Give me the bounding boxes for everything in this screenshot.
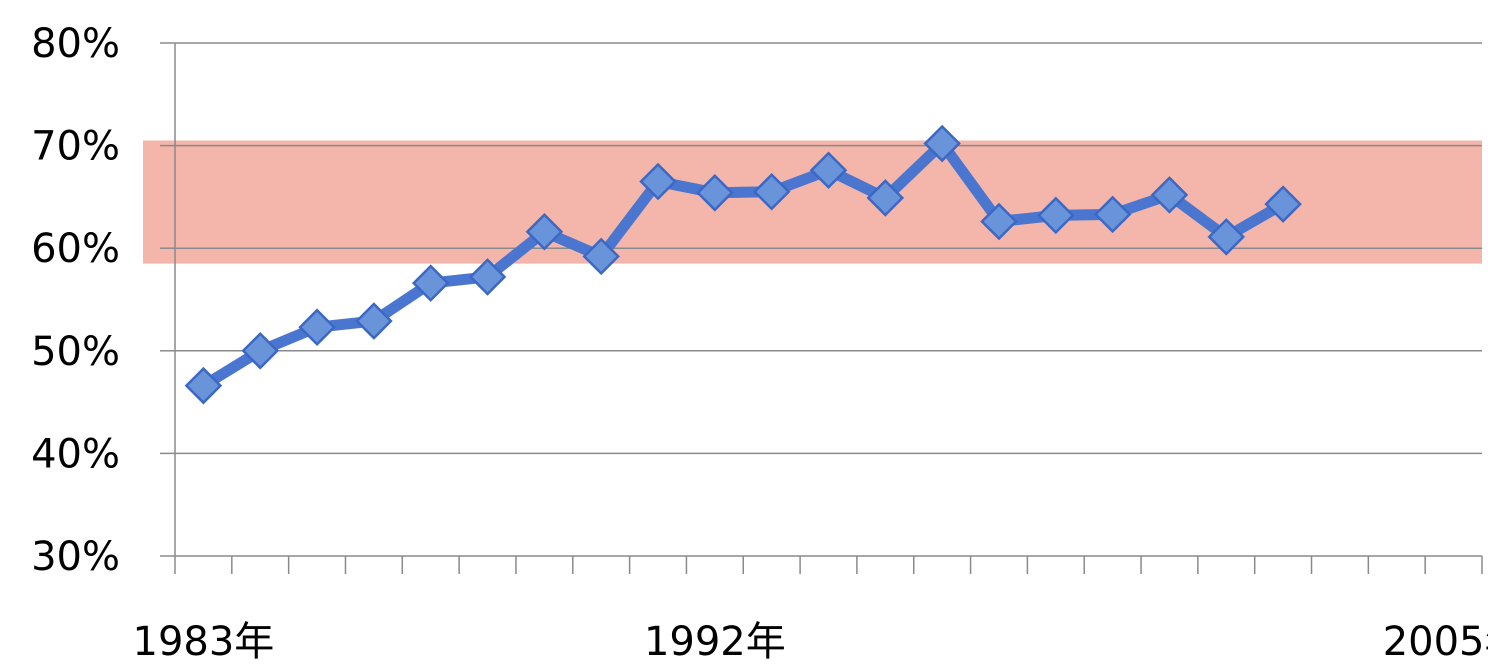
data-point-marker [184,366,223,405]
gridline-layer [175,42,1482,455]
data-point-marker [1037,196,1075,235]
y-tick-label: 80% [31,21,120,67]
data-point-marker [866,179,905,217]
data-point-marker [696,174,734,212]
data-point-marker [980,202,1018,241]
y-tick-label: 50% [31,329,120,375]
data-point-marker [411,264,450,302]
data-point-marker [298,308,336,346]
data-point-marker [1207,218,1246,256]
data-point-marker [1264,185,1302,223]
shaded-range-band-layer [143,140,1482,264]
y-tick-label: 60% [31,226,120,272]
data-point-marker [923,124,961,163]
data-point-marker [1150,176,1189,214]
data-point-marker [241,332,280,370]
series-layer [184,124,1302,405]
axis-layer [160,42,1483,574]
data-point-marker [1093,195,1132,234]
x-tick-label: 2005年 [1383,619,1488,665]
y-tick-label: 30% [31,534,120,580]
data-point-marker [355,302,393,340]
shaded-range-band [143,140,1482,264]
y-tick-label: 70% [31,124,120,170]
data-point-marker [468,258,507,296]
tick-label-layer: 30% 40% 50% 60% 70% 80% 1983年 1992年 2005年 [31,21,1488,665]
data-point-marker [582,237,620,276]
x-tick-label: 1983年 [133,619,275,665]
y-tick-label: 40% [31,431,120,477]
data-point-marker [752,173,791,211]
data-point-marker [809,151,848,189]
x-tick-label: 1992年 [644,619,786,665]
data-point-marker [639,162,677,201]
data-point-marker [525,213,564,251]
